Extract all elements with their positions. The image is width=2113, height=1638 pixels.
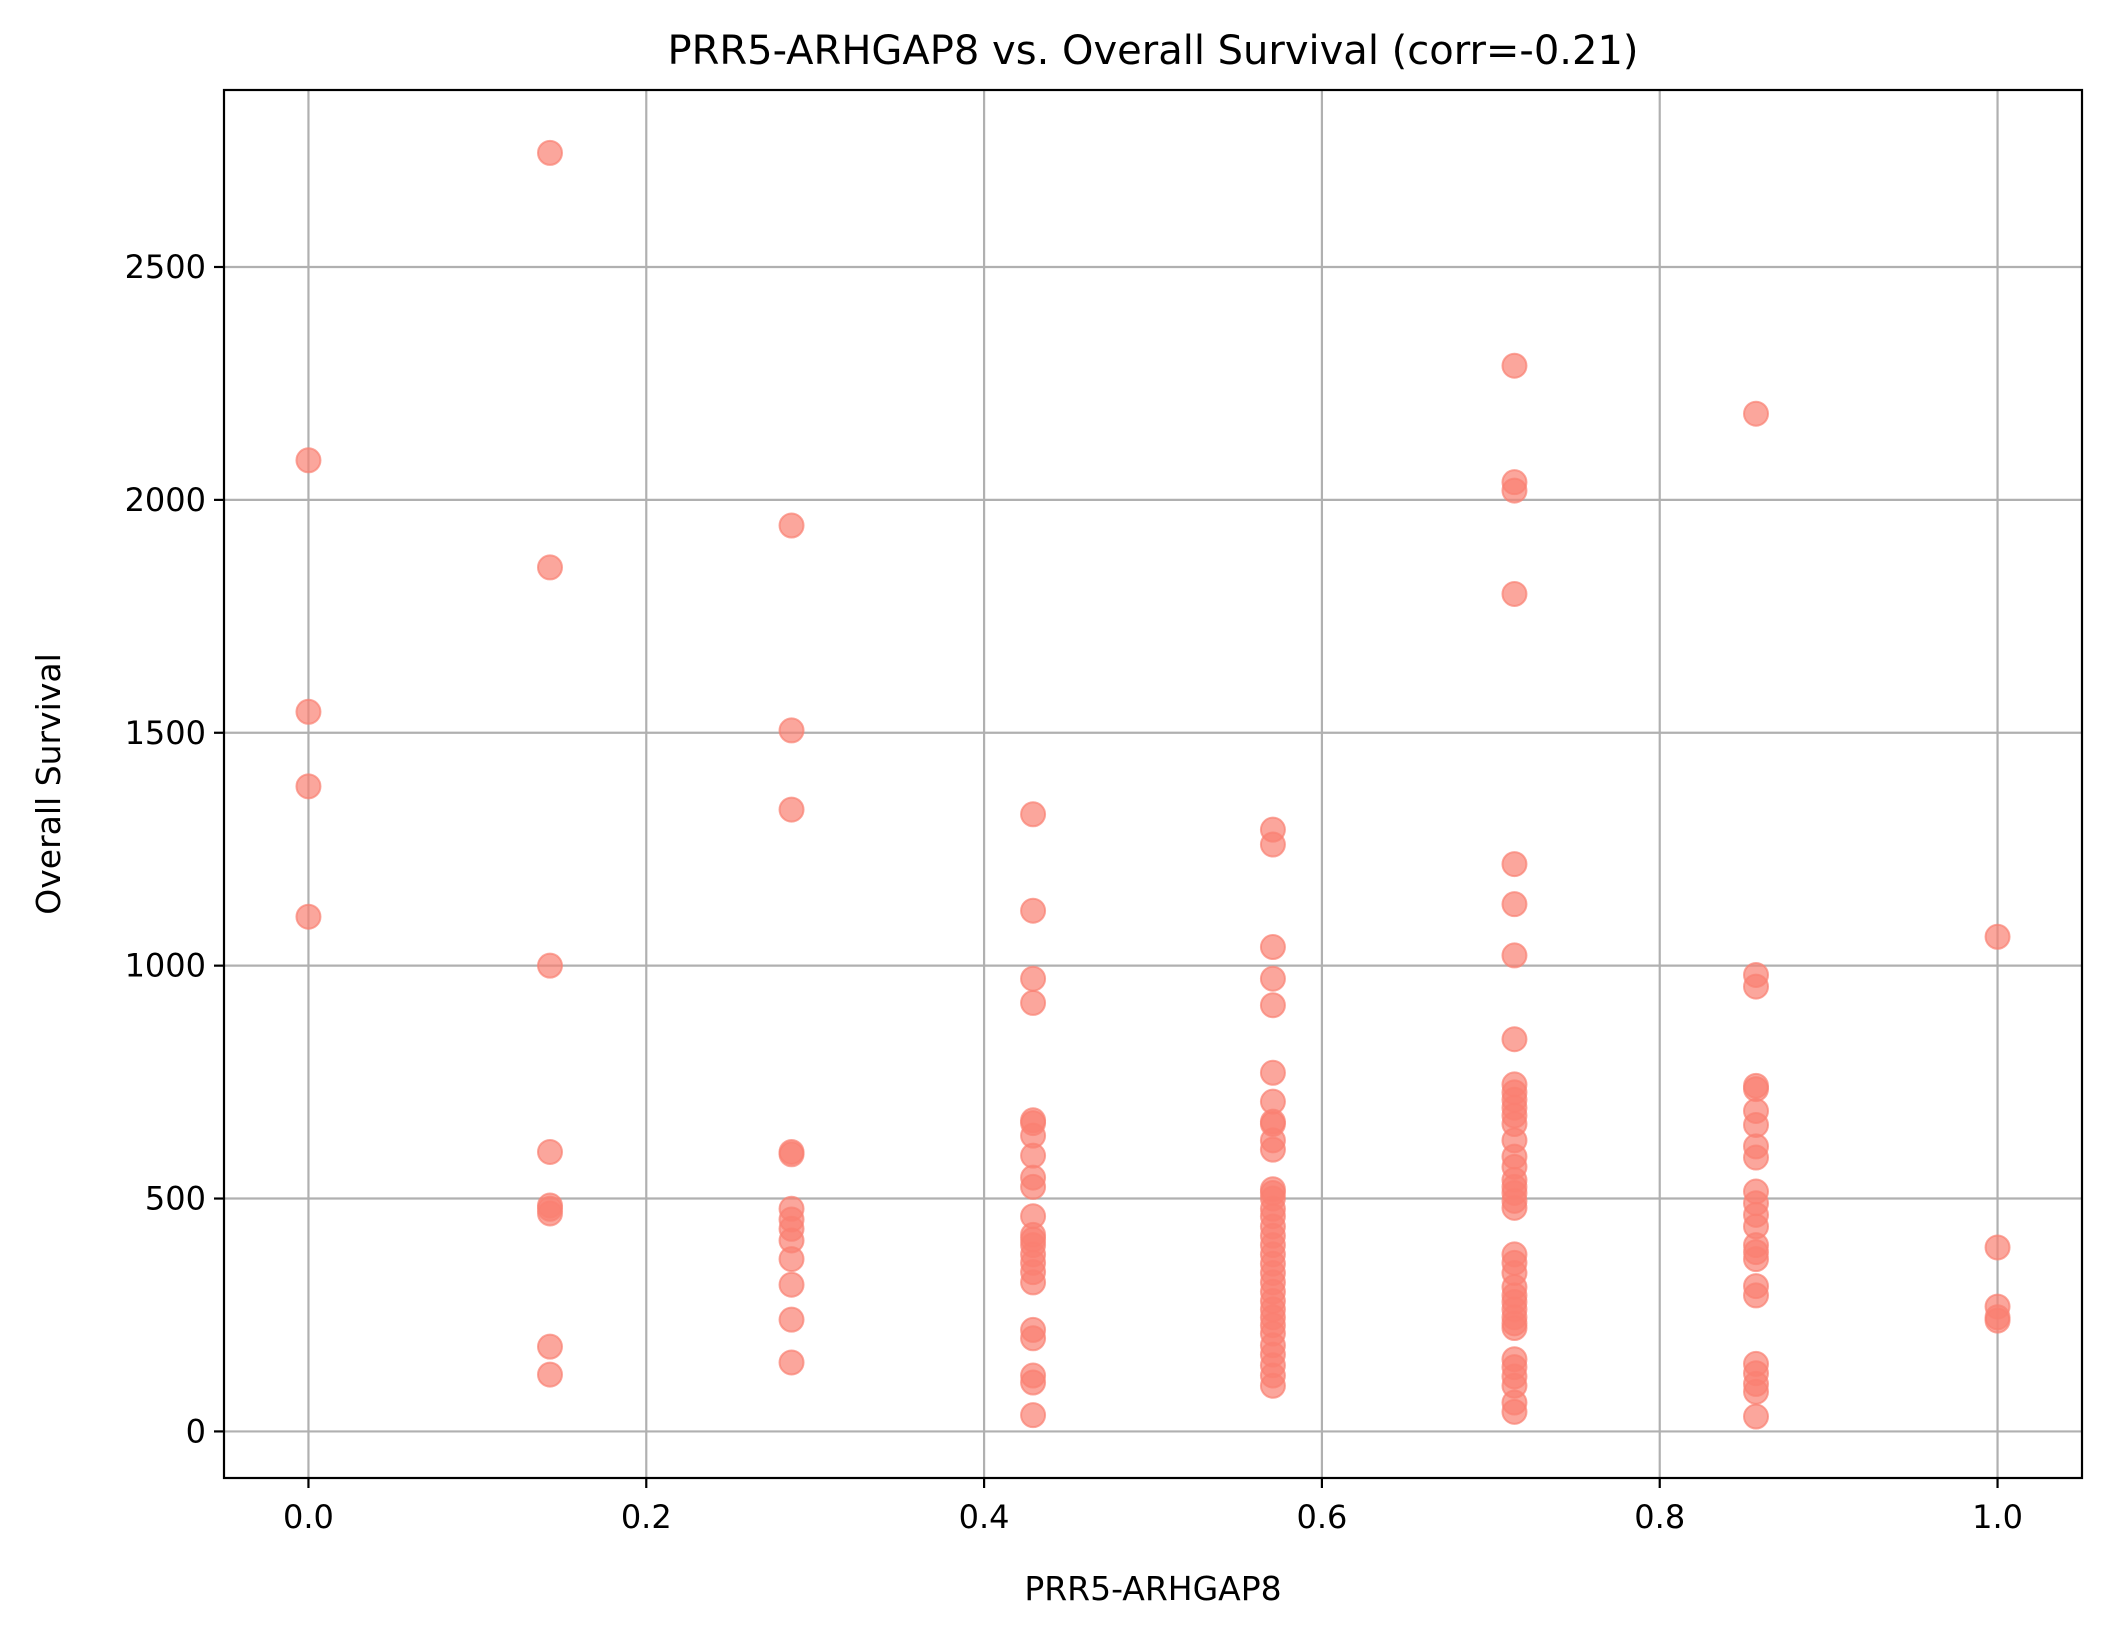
data-point	[1259, 934, 1286, 961]
y-tick-label: 0	[186, 1412, 206, 1450]
chart-title: PRR5-ARHGAP8 vs. Overall Survival (corr=…	[667, 28, 1638, 74]
data-point	[295, 773, 322, 800]
data-point	[1501, 1398, 1528, 1425]
data-point	[778, 1141, 805, 1168]
data-point	[1984, 1307, 2011, 1334]
y-axis-label: Overall Survival	[29, 653, 68, 914]
data-point	[778, 1349, 805, 1376]
data-point	[295, 447, 322, 474]
y-tick-label: 500	[145, 1180, 206, 1218]
data-point	[778, 796, 805, 823]
data-point	[1020, 801, 1047, 828]
data-point	[1020, 1269, 1047, 1296]
data-point	[1020, 1142, 1047, 1169]
data-point	[1501, 580, 1528, 607]
data-point	[1501, 942, 1528, 969]
data-point	[1743, 1144, 1770, 1171]
data-point	[1501, 477, 1528, 504]
plot-frame	[222, 88, 2084, 1480]
data-point	[536, 1200, 563, 1227]
data-point	[778, 717, 805, 744]
data-point	[1259, 992, 1286, 1019]
data-point	[1501, 352, 1528, 379]
data-point	[778, 1246, 805, 1273]
y-tick-label: 2000	[125, 481, 206, 519]
grid-layer	[224, 90, 2082, 1478]
data-point	[1743, 1246, 1770, 1273]
x-axis-label: PRR5-ARHGAP8	[1024, 1569, 1281, 1608]
data-point	[295, 903, 322, 930]
data-point	[295, 698, 322, 725]
data-point	[1743, 1076, 1770, 1103]
data-point	[778, 1306, 805, 1333]
data-point	[1259, 1372, 1286, 1399]
points-layer	[295, 139, 2011, 1430]
data-point	[1743, 1378, 1770, 1405]
x-tick-label: 0.4	[959, 1498, 1010, 1536]
ticks-layer: 0.0 0.2 0.4 0.6 0.8 1.0 0 500 1000 1500 2000 2500	[125, 248, 2023, 1536]
data-point	[1259, 1059, 1286, 1086]
data-point	[536, 952, 563, 979]
data-point	[536, 1333, 563, 1360]
x-tick-label: 1.0	[1972, 1498, 2023, 1536]
x-tick-label: 0.0	[283, 1498, 334, 1536]
x-tick-label: 0.8	[1634, 1498, 1685, 1536]
x-tick-label: 0.6	[1296, 1498, 1347, 1536]
data-point	[1020, 1369, 1047, 1396]
data-point	[1501, 891, 1528, 918]
data-point	[1020, 1173, 1047, 1200]
data-point	[1259, 965, 1286, 992]
y-tick-label: 1500	[125, 714, 206, 752]
data-point	[1743, 1111, 1770, 1138]
data-point	[778, 1271, 805, 1298]
data-point	[1743, 400, 1770, 427]
data-point	[536, 139, 563, 166]
data-point	[1259, 1136, 1286, 1163]
data-point	[536, 554, 563, 581]
data-point	[1743, 973, 1770, 1000]
data-point	[536, 1361, 563, 1388]
y-tick-label: 2500	[125, 248, 206, 286]
data-point	[536, 1138, 563, 1165]
data-point	[1020, 965, 1047, 992]
data-point	[1743, 1282, 1770, 1309]
data-point	[1501, 851, 1528, 878]
data-point	[1984, 923, 2011, 950]
x-tick-label: 0.2	[621, 1498, 672, 1536]
data-point	[1020, 1402, 1047, 1429]
data-point	[1743, 1403, 1770, 1430]
data-point	[1020, 989, 1047, 1016]
data-point	[778, 512, 805, 539]
data-point	[1259, 831, 1286, 858]
data-point	[1020, 1325, 1047, 1352]
y-tick-label: 1000	[125, 947, 206, 985]
data-point	[1501, 1026, 1528, 1053]
data-point	[1501, 1315, 1528, 1342]
data-point	[1020, 897, 1047, 924]
data-point	[1501, 1194, 1528, 1221]
data-point	[1984, 1234, 2011, 1261]
